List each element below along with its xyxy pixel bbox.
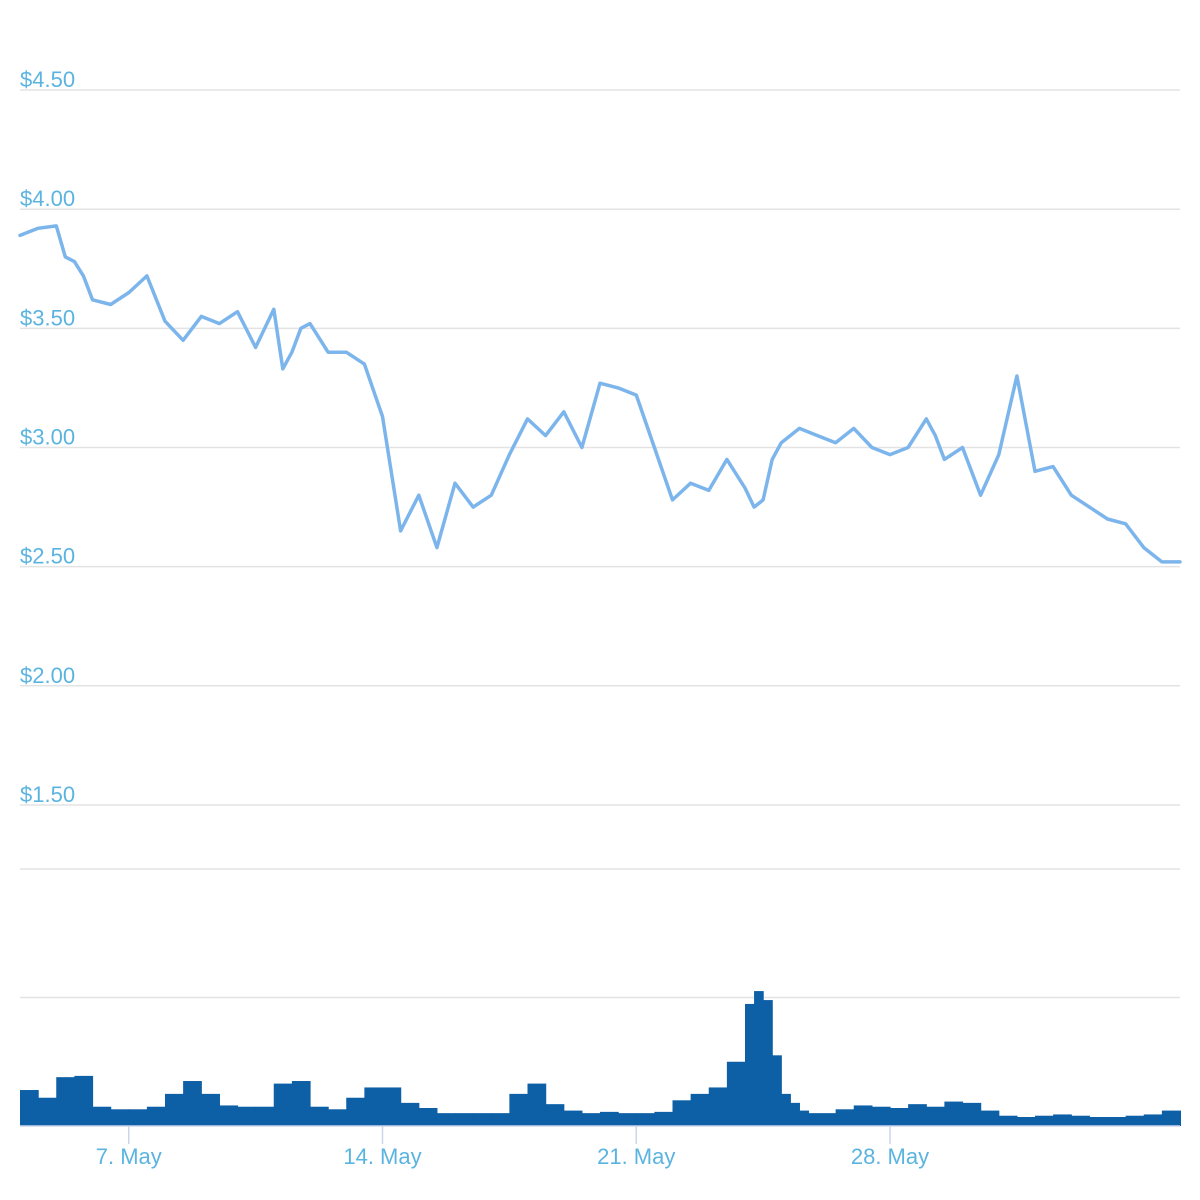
y-tick-label: $4.00 [20,186,75,211]
volume-bar [364,1087,384,1126]
volume-bar [817,1113,837,1126]
volume-bar [1125,1115,1145,1126]
volume-bar [998,1115,1018,1126]
volume-bar [790,1102,800,1126]
volume-bar [808,1113,819,1126]
volume-bar [183,1081,202,1126]
volume-bar [772,1055,782,1126]
volume-bar [835,1109,855,1126]
volume-bar [1107,1117,1127,1126]
volume-bar [871,1106,891,1126]
y-tick-label: $4.50 [20,67,75,92]
volume-bar [527,1083,547,1126]
x-axis: 7. May 14. May 21. May 28. May [96,1126,929,1169]
volume-bar [1035,1115,1054,1126]
volume-bar [20,1090,39,1126]
volume-bar [890,1108,909,1126]
x-tick-label: 21. May [597,1144,675,1169]
volume-bar [754,991,764,1126]
volume-bar [636,1113,655,1126]
volume-bar [1143,1114,1163,1126]
volume-bar [509,1093,529,1126]
volume-bar [654,1111,674,1126]
volume-bar [853,1105,873,1126]
price-grid [20,89,1180,806]
volume-bar [799,1110,810,1126]
volume-bar [1089,1117,1109,1126]
volume-bar [436,1113,456,1126]
y-tick-label: $2.50 [20,544,75,569]
volume-bar [1016,1117,1036,1126]
volume-bar [618,1113,637,1126]
volume-bar [165,1093,184,1126]
volume-bar [92,1106,112,1126]
y-tick-label: $1.50 [20,782,75,807]
volume-bar [219,1105,239,1126]
volume-bar [128,1109,148,1126]
volume-bar [962,1102,982,1126]
volume-bar [726,1061,746,1126]
volume-bar [690,1093,710,1126]
volume-bar [600,1111,619,1126]
y-tick-label: $3.50 [20,305,75,330]
volume-bar [255,1106,275,1126]
volume-bar [400,1102,420,1126]
volume-bar [418,1108,438,1126]
x-tick-label: 7. May [96,1144,162,1169]
volume-bar [38,1097,57,1126]
volume-bar [56,1077,75,1126]
volume-bar [581,1113,601,1126]
volume-grid [20,868,1180,999]
volume-bar [926,1106,945,1126]
volume-bar [980,1110,1000,1126]
y-tick-label: $3.00 [20,425,75,450]
volume-bar [310,1106,329,1126]
volume-bar [1071,1115,1090,1126]
volume-bar [781,1093,791,1126]
price-plot [18,224,1182,564]
x-tick-label: 28. May [851,1144,929,1169]
price-line [18,224,1182,564]
volume-bar [201,1093,220,1126]
volume-bar [110,1109,130,1126]
volume-bar [908,1104,927,1126]
volume-bar [944,1101,964,1126]
volume-bar [291,1081,311,1126]
volume-bar [672,1100,692,1126]
volume-bar [491,1113,510,1126]
volume-bar [563,1110,583,1126]
volume-bar [273,1083,293,1126]
volume-bar [328,1109,347,1126]
volume-bar [545,1104,565,1126]
volume-bar [382,1087,402,1126]
price-y-axis-labels: $1.50 $2.00 $2.50 $3.00 $3.50 $4.00 $4.50 [20,67,75,807]
volume-bar [237,1106,257,1126]
volume-bar [763,1000,773,1126]
x-tick-label: 14. May [343,1144,421,1169]
volume-bar [455,1113,474,1126]
volume-bar [1161,1110,1181,1126]
volume-bar [745,1003,755,1126]
volume-bar [708,1087,728,1126]
volume-bar [1180,1110,1181,1126]
volume-bar [1053,1114,1072,1126]
volume-bar [74,1075,94,1126]
volume-bar [146,1106,166,1126]
volume-bar [346,1097,365,1126]
volume-bars [20,991,1181,1126]
y-tick-label: $2.00 [20,663,75,688]
volume-bar [473,1113,492,1126]
